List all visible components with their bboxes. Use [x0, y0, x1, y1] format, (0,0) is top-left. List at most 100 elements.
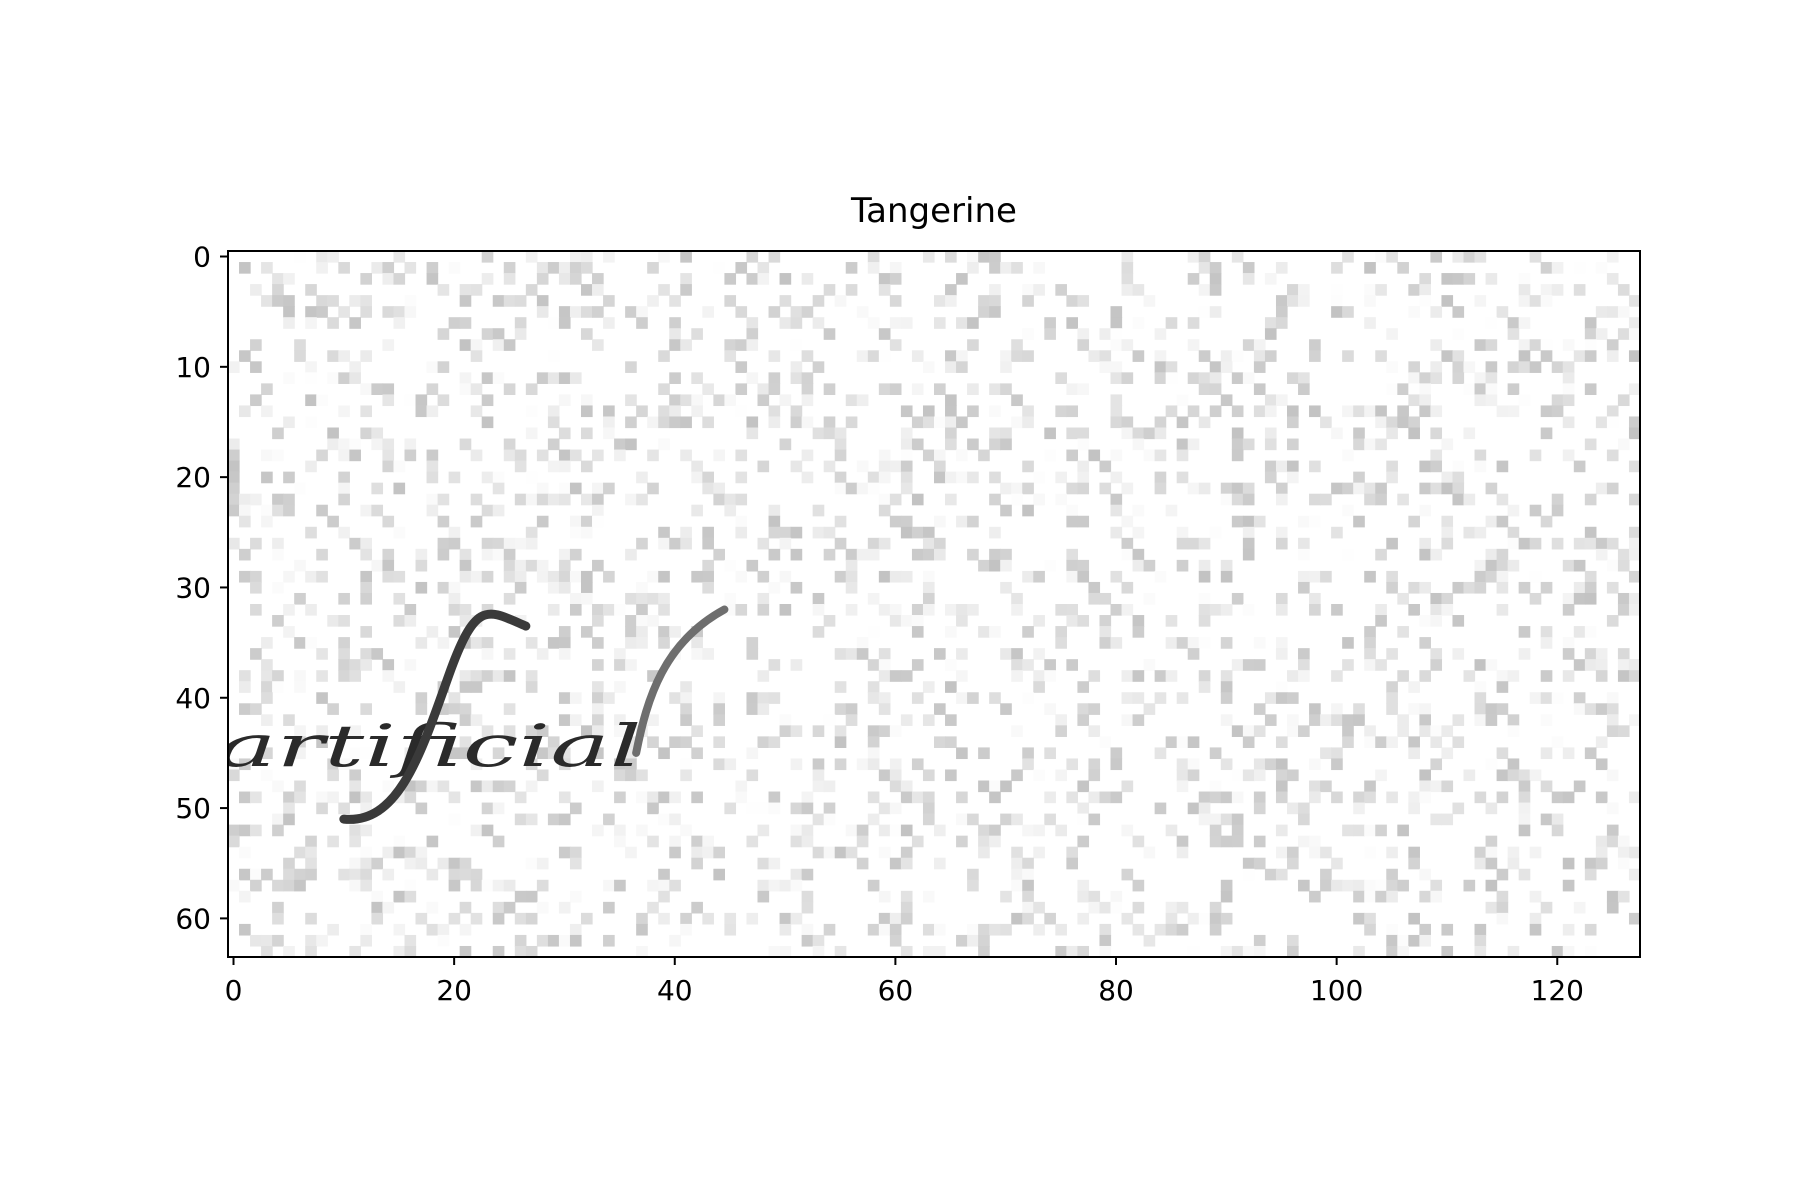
- noise-cell: [1220, 681, 1233, 693]
- noise-cell: [1430, 813, 1443, 826]
- noise-cell: [558, 482, 571, 495]
- noise-cell: [702, 306, 714, 318]
- noise-cell: [1386, 537, 1398, 550]
- noise-cell: [647, 791, 659, 804]
- noise-cell: [812, 945, 825, 957]
- noise-cell: [1562, 648, 1575, 660]
- noise-cell: [1485, 548, 1498, 561]
- noise-cell: [1121, 912, 1134, 925]
- noise-cell: [239, 504, 251, 517]
- noise-cell: [1342, 548, 1354, 561]
- noise-cell: [702, 912, 714, 925]
- noise-cell: [514, 460, 527, 473]
- noise-cell: [1275, 846, 1288, 859]
- noise-cell: [558, 273, 571, 285]
- noise-cell: [1033, 923, 1045, 936]
- noise-cell: [647, 879, 659, 892]
- noise-cell: [680, 251, 692, 263]
- noise-cell: [911, 548, 924, 561]
- noise-cell: [1231, 427, 1244, 440]
- noise-cell: [1606, 901, 1619, 914]
- noise-cell: [1275, 637, 1288, 649]
- noise-cell: [525, 405, 538, 418]
- noise-cell: [294, 637, 306, 649]
- noise-cell: [1408, 361, 1420, 373]
- x-tick-label: 100: [1310, 974, 1363, 1007]
- noise-cell: [989, 405, 1001, 418]
- noise-cell: [305, 284, 317, 296]
- noise-cell: [801, 802, 814, 815]
- noise-cell: [823, 526, 836, 539]
- noise-cell: [448, 868, 461, 881]
- noise-cell: [757, 670, 770, 682]
- noise-cell: [1165, 901, 1178, 914]
- noise-cell: [404, 449, 417, 462]
- noise-cell: [360, 846, 373, 859]
- noise-cell: [547, 262, 560, 274]
- noise-cell: [250, 604, 262, 616]
- noise-cell: [1474, 559, 1487, 572]
- noise-cell: [1309, 460, 1321, 473]
- noise-cell: [1331, 427, 1343, 440]
- noise-cell: [989, 692, 1001, 704]
- noise-cell: [1408, 372, 1420, 384]
- noise-cell: [1617, 394, 1630, 407]
- noise-cell: [823, 846, 836, 859]
- noise-cell: [1044, 328, 1056, 340]
- noise-cell: [1242, 548, 1255, 561]
- noise-cell: [978, 945, 990, 957]
- noise-cell: [1364, 912, 1376, 925]
- noise-cell: [1463, 769, 1476, 782]
- noise-cell: [1606, 725, 1619, 737]
- noise-cell: [1000, 383, 1012, 396]
- noise-cell: [1220, 361, 1233, 373]
- noise-cell: [558, 692, 571, 704]
- chart-title: Tangerine: [850, 191, 1017, 231]
- noise-cell: [1231, 659, 1244, 671]
- y-tick-label: 20: [175, 461, 211, 494]
- noise-cell: [823, 615, 836, 627]
- noise-cell: [1617, 328, 1630, 340]
- noise-cell: [956, 747, 968, 760]
- noise-cell: [1264, 692, 1277, 704]
- x-tick-label: 60: [878, 974, 914, 1007]
- noise-cell: [316, 725, 328, 737]
- noise-cell: [1066, 604, 1079, 616]
- noise-cell: [327, 758, 339, 771]
- noise-cell: [1077, 482, 1090, 495]
- noise-cell: [834, 295, 847, 307]
- noise-cell: [569, 923, 582, 936]
- noise-cell: [735, 361, 748, 373]
- noise-cell: [812, 758, 825, 771]
- noise-cell: [647, 262, 659, 274]
- noise-cell: [856, 758, 869, 771]
- noise-cell: [1507, 559, 1520, 572]
- noise-cell: [1066, 383, 1079, 396]
- noise-cell: [922, 890, 935, 903]
- noise-cell: [669, 537, 681, 550]
- noise-cell: [691, 791, 703, 804]
- noise-cell: [724, 592, 737, 605]
- noise-cell: [945, 714, 957, 726]
- noise-cell: [1253, 725, 1266, 737]
- noise-cell: [459, 570, 472, 583]
- noise-cell: [900, 824, 913, 837]
- noise-cell: [1275, 736, 1288, 749]
- noise-cell: [404, 438, 417, 451]
- noise-cell: [1011, 857, 1023, 870]
- noise-cell: [393, 273, 406, 285]
- noise-cell: [911, 758, 924, 771]
- noise-cell: [382, 846, 395, 859]
- noise-cell: [1595, 736, 1608, 749]
- noise-cell: [889, 923, 902, 936]
- noise-cell: [625, 769, 637, 782]
- noise-cell: [1264, 714, 1277, 726]
- noise-cell: [536, 295, 549, 307]
- noise-cell: [1518, 317, 1531, 329]
- noise-cell: [834, 846, 847, 859]
- noise-cell: [1110, 526, 1123, 539]
- noise-cell: [1253, 791, 1266, 804]
- noise-cell: [934, 857, 946, 870]
- noise-cell: [1518, 626, 1531, 638]
- noise-cell: [1121, 339, 1134, 351]
